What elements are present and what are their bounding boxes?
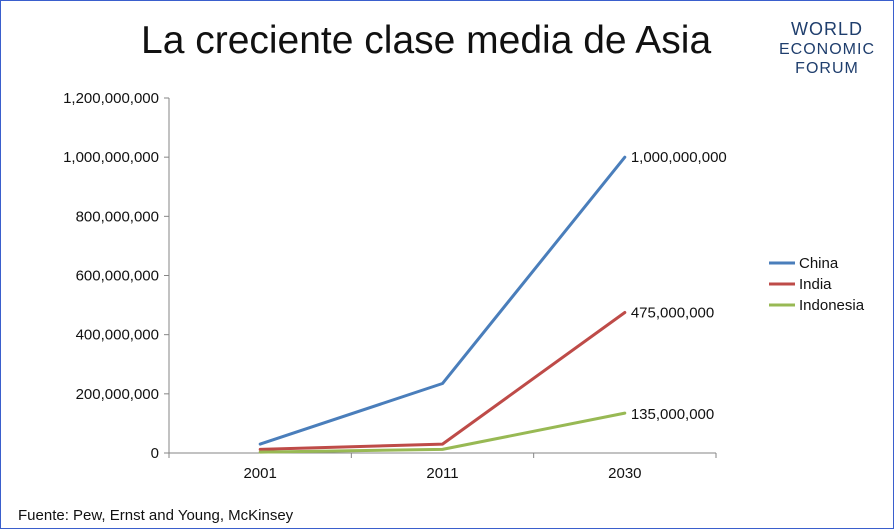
data-label-china: 1,000,000,000 bbox=[631, 149, 727, 166]
series-line-china bbox=[258, 155, 627, 446]
world-economic-forum-logo: WORLD ECONOMIC FORUM bbox=[779, 19, 875, 77]
source-note: Fuente: Pew, Ernst and Young, McKinsey bbox=[18, 507, 294, 524]
logo-line-forum: FORUM bbox=[795, 60, 859, 77]
logo-line-economic: ECONOMIC bbox=[779, 41, 875, 58]
series-line-indonesia bbox=[258, 411, 627, 454]
y-tick-label: 600,000,000 bbox=[76, 268, 159, 285]
legend-label-india: India bbox=[799, 276, 832, 293]
data-label-india: 475,000,000 bbox=[631, 304, 714, 321]
y-tick-label: 800,000,000 bbox=[76, 208, 159, 225]
y-tick-label: 200,000,000 bbox=[76, 386, 159, 403]
x-tick-label: 2001 bbox=[243, 465, 276, 482]
series-line-india bbox=[258, 311, 627, 451]
data-label-indonesia: 135,000,000 bbox=[631, 406, 714, 423]
legend-label-indonesia: Indonesia bbox=[799, 297, 865, 314]
y-tick-label: 0 bbox=[151, 445, 159, 462]
logo-line-world: WORLD bbox=[791, 19, 863, 39]
slide-title: La creciente clase media de Asia bbox=[141, 19, 712, 62]
legend-label-china: China bbox=[799, 255, 839, 272]
x-tick-label: 2030 bbox=[608, 465, 641, 482]
x-tick-label: 2011 bbox=[426, 465, 458, 482]
y-tick-label: 400,000,000 bbox=[76, 327, 159, 344]
y-tick-label: 1,200,000,000 bbox=[63, 90, 159, 107]
y-tick-label: 1,000,000,000 bbox=[63, 149, 159, 166]
